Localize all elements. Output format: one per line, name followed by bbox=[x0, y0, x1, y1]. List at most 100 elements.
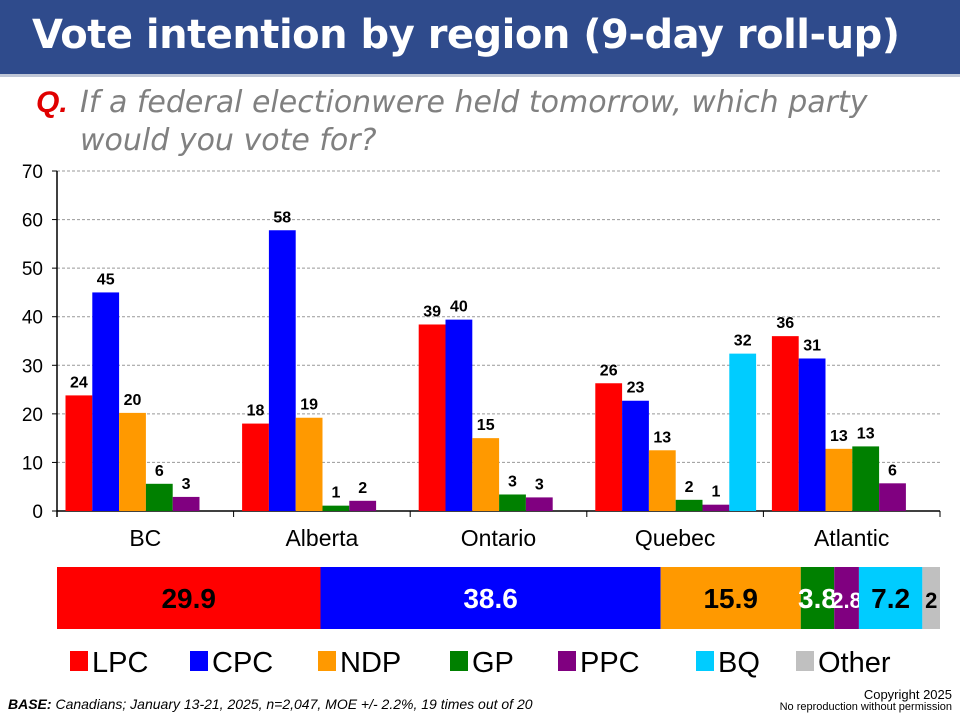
base-text: Canadians; January 13-21, 2025, n=2,047,… bbox=[51, 696, 533, 712]
bar-gp bbox=[852, 446, 880, 511]
data-label: 23 bbox=[627, 380, 645, 397]
bar-cpc bbox=[268, 230, 296, 511]
stacked-label: 2.8 bbox=[831, 588, 862, 613]
bar-cpc bbox=[92, 292, 120, 511]
category-label: Alberta bbox=[285, 525, 358, 551]
legend-label: CPC bbox=[212, 647, 273, 679]
data-label: 1 bbox=[331, 485, 340, 502]
legend-label: Other bbox=[818, 647, 891, 679]
legend-swatch-bq bbox=[696, 651, 714, 671]
data-label: 3 bbox=[535, 476, 544, 493]
category-label: Ontario bbox=[461, 525, 536, 551]
stacked-segment-cpc bbox=[320, 567, 661, 629]
y-tick-label: 70 bbox=[22, 162, 43, 183]
legend-label: GP bbox=[472, 647, 514, 679]
y-tick-label: 60 bbox=[22, 211, 43, 232]
reproduction-notice: No reproduction without permission bbox=[779, 701, 952, 713]
bar-gp bbox=[322, 505, 350, 511]
copyright: Copyright 2025 No reproduction without pe… bbox=[780, 688, 952, 714]
data-label: 20 bbox=[124, 392, 142, 409]
legend-label: PPC bbox=[580, 647, 640, 679]
bar-bq bbox=[729, 353, 757, 511]
legend-label: LPC bbox=[92, 647, 148, 679]
bar-lpc bbox=[418, 324, 446, 511]
y-tick-label: 10 bbox=[22, 453, 43, 474]
stacked-segment-bq bbox=[858, 567, 923, 629]
data-label: 40 bbox=[450, 299, 468, 316]
data-label: 45 bbox=[97, 271, 115, 288]
data-label: 15 bbox=[477, 417, 495, 434]
category-label: BC bbox=[129, 525, 161, 551]
data-label: 24 bbox=[70, 374, 88, 391]
data-label: 13 bbox=[857, 425, 875, 442]
bar-lpc bbox=[595, 383, 623, 511]
stacked-label: 7.2 bbox=[871, 583, 910, 614]
data-label: 31 bbox=[803, 337, 821, 354]
data-label: 1 bbox=[711, 484, 720, 501]
data-label: 6 bbox=[155, 463, 164, 480]
data-label: 2 bbox=[685, 479, 694, 496]
bar-lpc bbox=[242, 423, 269, 511]
y-tick-label: 20 bbox=[22, 405, 43, 426]
base-note: BASE: Canadians; January 13-21, 2025, n=… bbox=[8, 696, 533, 712]
bar-lpc bbox=[65, 395, 93, 511]
question-prefix: Q. bbox=[36, 86, 68, 119]
base-label: BASE: bbox=[8, 696, 52, 712]
data-label: 58 bbox=[273, 209, 291, 226]
stacked-segment-ppc bbox=[834, 567, 859, 629]
stacked-label: 3.8 bbox=[798, 583, 837, 614]
data-label: 13 bbox=[830, 428, 848, 445]
bar-gp bbox=[675, 499, 703, 511]
legend-swatch-other bbox=[796, 651, 814, 671]
legend-swatch-ndp bbox=[318, 651, 336, 671]
category-label: Atlantic bbox=[814, 525, 889, 551]
bar-ppc bbox=[525, 497, 553, 511]
y-tick-label: 40 bbox=[22, 308, 43, 329]
bar-ppc bbox=[879, 483, 906, 511]
page-title: Vote intention by region (9-day roll-up) bbox=[32, 12, 900, 58]
bar-cpc bbox=[445, 319, 473, 511]
y-tick-label: 30 bbox=[22, 356, 43, 377]
data-label: 2 bbox=[358, 480, 367, 497]
bar-ndp bbox=[648, 450, 676, 511]
data-label: 32 bbox=[734, 333, 752, 350]
bar-ndp bbox=[295, 417, 323, 511]
y-tick-label: 0 bbox=[32, 502, 43, 523]
question-text: If a federal electionwere held tomorrow,… bbox=[80, 85, 868, 158]
y-tick-label: 50 bbox=[22, 259, 43, 280]
data-label: 3 bbox=[182, 476, 191, 493]
stacked-segment-other bbox=[922, 567, 940, 629]
data-label: 6 bbox=[888, 462, 897, 479]
bar-ndp bbox=[472, 438, 500, 511]
stacked-label: 38.6 bbox=[463, 583, 518, 614]
legend-label: NDP bbox=[340, 647, 401, 679]
data-label: 36 bbox=[776, 315, 794, 332]
legend-swatch-lpc bbox=[70, 651, 88, 671]
data-label: 3 bbox=[508, 473, 517, 490]
title-bar: Vote intention by region (9-day roll-up) bbox=[0, 0, 960, 77]
stacked-segment-gp bbox=[800, 567, 835, 629]
data-label: 26 bbox=[600, 362, 618, 379]
data-label: 13 bbox=[653, 429, 671, 446]
bar-lpc bbox=[771, 336, 799, 511]
copyright-text: Copyright 2025 bbox=[863, 687, 952, 702]
stacked-segment-ndp bbox=[660, 567, 801, 629]
bar-ndp bbox=[825, 448, 853, 511]
bar-ppc bbox=[172, 496, 200, 511]
stacked-label: 2 bbox=[925, 588, 937, 613]
bar-cpc bbox=[798, 358, 826, 511]
bar-ppc bbox=[702, 504, 730, 511]
bar-ndp bbox=[119, 412, 146, 511]
stacked-label: 29.9 bbox=[161, 583, 216, 614]
bar-gp bbox=[145, 483, 173, 511]
data-label: 18 bbox=[247, 403, 265, 420]
legend-swatch-ppc bbox=[558, 651, 576, 671]
legend-swatch-gp bbox=[450, 651, 468, 671]
stacked-label: 15.9 bbox=[703, 583, 758, 614]
legend-swatch-cpc bbox=[190, 651, 208, 671]
data-label: 19 bbox=[300, 397, 318, 414]
stacked-segment-lpc bbox=[57, 567, 321, 629]
bar-ppc bbox=[349, 500, 377, 511]
bar-gp bbox=[499, 494, 526, 511]
